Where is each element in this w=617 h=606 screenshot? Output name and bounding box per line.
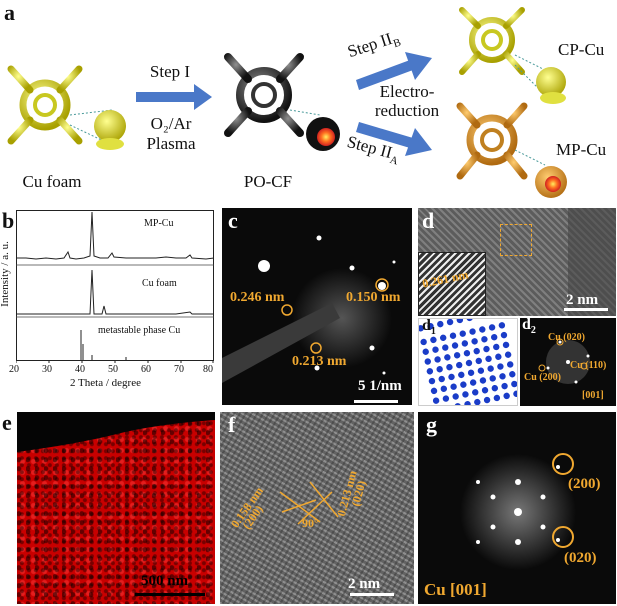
- xrd-plot: [16, 210, 215, 363]
- xrd-tick-70: 70: [174, 364, 184, 375]
- electro-line-2: reduction: [374, 101, 440, 120]
- map-e-scale-label: 500 nm: [141, 573, 189, 589]
- panel-label-d: d: [422, 208, 435, 233]
- fft-d2-110: Cu (110): [570, 360, 607, 371]
- saed-d-213: 0.213 nm: [292, 354, 347, 369]
- electro-line-1: Electro-: [379, 82, 435, 101]
- xrd-tick-80: 80: [203, 364, 213, 375]
- po-cf-label: PO-CF: [243, 172, 293, 191]
- plasma-line-1: O₂/Ar: [150, 114, 192, 133]
- panel-label-c: c: [228, 208, 238, 233]
- cp-cu-label: CP-Cu: [558, 40, 605, 59]
- step-2a-arrow: [356, 122, 432, 156]
- panel-label-d1: d1: [422, 318, 436, 338]
- map-e-scalebar: [135, 593, 205, 596]
- saed-panel: c 0.246 nm 0.150 nm 0.213 nm 5 1/nm: [222, 208, 412, 405]
- fft-g-020: (020): [564, 550, 597, 566]
- hrtem-f-scale-label: 2 nm: [348, 576, 381, 592]
- xrd-ylabel: Intensity / a. u.: [0, 241, 11, 307]
- panel-label-g: g: [426, 412, 437, 437]
- panel-label-b: b: [2, 208, 15, 233]
- mp-cu-label: MP-Cu: [556, 140, 607, 159]
- xrd-tick-20: 20: [9, 364, 19, 375]
- fft-g-panel: g (200) (020) Cu [001]: [418, 412, 616, 604]
- xrd-xlabel: 2 Theta / degree: [70, 377, 141, 389]
- fft-d2-zone: [001]: [582, 390, 604, 401]
- po-cf-particle: [306, 117, 340, 151]
- fft-g-200: (200): [568, 476, 601, 492]
- step-1-arrow: [136, 84, 212, 110]
- fft-d2-200: Cu (200): [524, 372, 561, 383]
- atom-model-panel: d1: [418, 318, 518, 406]
- panel-label-f: f: [228, 412, 236, 437]
- hrtem-d-scale-label: 2 nm: [566, 292, 599, 308]
- cp-cu-particle: [536, 67, 566, 104]
- hrtem-d-inset: [418, 252, 486, 316]
- cu-foam-label: Cu foam: [22, 172, 82, 191]
- fft-d2-020: Cu (020): [548, 332, 585, 343]
- saed-d-150: 0.150 nm: [346, 290, 401, 305]
- mp-cu-cage: [446, 92, 538, 190]
- cu-foam-cage: [0, 51, 94, 159]
- hrtem-d-panel: d 0.261 nm 2 nm: [418, 208, 616, 316]
- xrd-series-3: metastable phase Cu: [98, 325, 181, 336]
- fft-g-zone: Cu [001]: [424, 580, 487, 599]
- plasma-line-2: Plasma: [146, 134, 196, 153]
- cu-foam-particle: [94, 110, 126, 150]
- xrd-tick-50: 50: [108, 364, 118, 375]
- xrd-series-1: MP-Cu: [144, 218, 174, 229]
- hrtem-f-angle: 90°: [302, 516, 319, 530]
- xrd-tick-60: 60: [141, 364, 151, 375]
- hrtem-d-scalebar: [564, 308, 608, 311]
- hrtem-f-panel: f 0.158 nm (200) 90° 0.213 nm (020) 2 nm: [220, 412, 414, 604]
- panel-label-a: a: [4, 0, 15, 25]
- panel-label-d2: d2: [522, 318, 536, 337]
- hrtem-f-scalebar: [350, 593, 394, 596]
- schematic-graphics: [0, 0, 567, 198]
- elemental-map-panel: 500 nm: [17, 412, 215, 604]
- xrd-tick-40: 40: [75, 364, 85, 375]
- panel-label-e: e: [2, 410, 12, 435]
- saed-scale-label: 5 1/nm: [358, 378, 402, 394]
- xrd-tick-30: 30: [42, 364, 52, 375]
- xrd-series-2: Cu foam: [142, 278, 177, 289]
- step-1-label: Step I: [149, 62, 191, 81]
- saed-d-246: 0.246 nm: [230, 290, 285, 305]
- fft-d2-panel: d2 Cu (020) Cu (110) Cu (200) [001]: [520, 318, 616, 406]
- saed-scalebar: [354, 400, 398, 403]
- mp-cu-particle: [535, 166, 567, 198]
- cp-cu-cage: [449, 0, 535, 83]
- po-cf-cage: [214, 39, 314, 151]
- step-2b-arrow: [356, 52, 432, 90]
